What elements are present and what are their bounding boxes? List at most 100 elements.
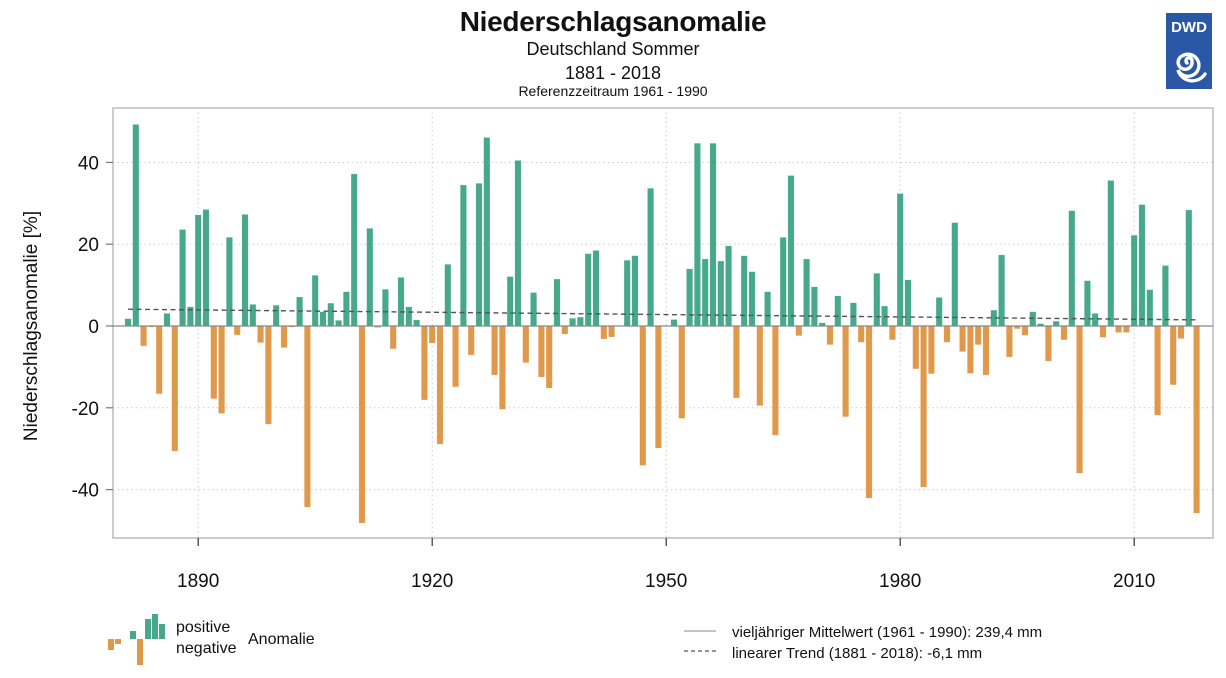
legend-trend-label: linearer Trend (1881 - 2018): -6,1 mm [732, 645, 983, 662]
bar-positive [904, 279, 912, 327]
bar-positive [686, 268, 694, 327]
bar-positive [1107, 180, 1115, 327]
trend-line [127, 308, 1197, 321]
bar-negative [1060, 325, 1068, 341]
bar-negative [140, 325, 148, 347]
bar-positive [335, 320, 343, 327]
reference-period: Referenzzeitraum 1961 - 1990 [518, 83, 708, 99]
bar-positive [413, 319, 421, 327]
bar-positive [132, 124, 140, 327]
bar-negative [943, 325, 951, 343]
bar-negative [389, 325, 397, 350]
chart-subtitle: Deutschland Sommer [526, 39, 700, 59]
bar-negative [491, 325, 499, 376]
dwd-logo: DWD [1166, 13, 1212, 89]
bar-negative [1115, 325, 1123, 333]
y-tick-label: 20 [78, 235, 99, 256]
bar-positive [397, 277, 405, 327]
bar-negative [537, 325, 545, 378]
bar-positive [592, 250, 600, 327]
bar-negative [452, 325, 460, 388]
bar-negative [1099, 325, 1107, 338]
plot-frame [112, 107, 1214, 539]
bar-negative [974, 325, 982, 346]
bar-positive [896, 193, 904, 327]
bar-positive [701, 258, 709, 327]
bar-positive [459, 184, 467, 327]
bar-negative [865, 325, 873, 499]
bar-positive [764, 291, 772, 327]
bar-positive [1068, 210, 1076, 327]
bar-positive [935, 297, 943, 327]
y-tick-label: 0 [88, 317, 99, 338]
bar-negative [639, 325, 647, 466]
bar-negative [522, 325, 530, 364]
bar-negative [826, 325, 834, 346]
bar-positive [311, 275, 319, 327]
bar-positive [272, 304, 280, 327]
bar-positive [342, 291, 350, 327]
bar-negative [280, 325, 288, 348]
bar-negative [467, 325, 475, 356]
bar-positive [725, 245, 733, 327]
bar-negative [966, 325, 974, 374]
bar-negative [1076, 325, 1084, 474]
bar-positive [1138, 204, 1146, 327]
bar-positive [569, 317, 577, 327]
bar-negative [1005, 325, 1013, 358]
bar-positive [873, 272, 881, 327]
bar-negative [1122, 325, 1130, 333]
bar-positive [405, 306, 413, 327]
bar-positive [576, 316, 584, 327]
bar-negative [1021, 325, 1029, 336]
bar-positive [998, 254, 1006, 327]
bar-positive [163, 313, 171, 327]
bar-negative [155, 325, 163, 395]
bar-negative [171, 325, 179, 452]
bar-negative [982, 325, 990, 376]
y-tick-label: -40 [72, 481, 99, 502]
bar-negative [959, 325, 967, 353]
bar-positive [553, 278, 561, 327]
bar-negative [678, 325, 686, 419]
bar-negative [1154, 325, 1162, 416]
mean-line-legend-icon [684, 630, 716, 632]
bar-positive [319, 311, 327, 327]
bar-negative [420, 325, 428, 401]
anomaly-legend-icon [108, 614, 165, 665]
bar-positive [327, 302, 335, 327]
bar-positive [530, 292, 538, 327]
bar-positive [849, 302, 857, 327]
bar-negative [857, 325, 865, 343]
bar-positive [444, 263, 452, 327]
legend-bar-negative [115, 639, 121, 644]
bar-positive [787, 175, 795, 327]
chart-title: Niederschlagsanomalie [459, 6, 767, 37]
bar-positive [1091, 313, 1099, 327]
bar-negative [210, 325, 218, 400]
legend-negative-label: negative [176, 640, 237, 657]
bar-positive [748, 271, 756, 327]
bar-positive [506, 276, 514, 327]
bar-negative [771, 325, 779, 436]
bar-positive [834, 295, 842, 327]
x-tick-label: 1980 [879, 571, 921, 592]
bar-negative [920, 325, 928, 488]
legend-bar-negative [137, 639, 143, 665]
spiral-icon [1176, 52, 1207, 83]
bar-negative [545, 325, 553, 389]
bar-positive [670, 319, 678, 327]
chart-period: 1881 - 2018 [564, 63, 662, 83]
x-tick-label: 2010 [1113, 571, 1155, 592]
bar-positive [623, 259, 631, 327]
bar-positive [241, 214, 249, 327]
bar-negative [498, 325, 506, 410]
bar-positive [693, 142, 701, 327]
bar-negative [732, 325, 740, 399]
bar-negative [927, 325, 935, 375]
bar-negative [1169, 325, 1177, 386]
bar-positive [202, 209, 210, 327]
dwd-logo-text: DWD [1171, 19, 1207, 36]
legend-anomaly-label: Anomalie [248, 631, 315, 648]
legend-positive-label: positive [176, 619, 231, 636]
